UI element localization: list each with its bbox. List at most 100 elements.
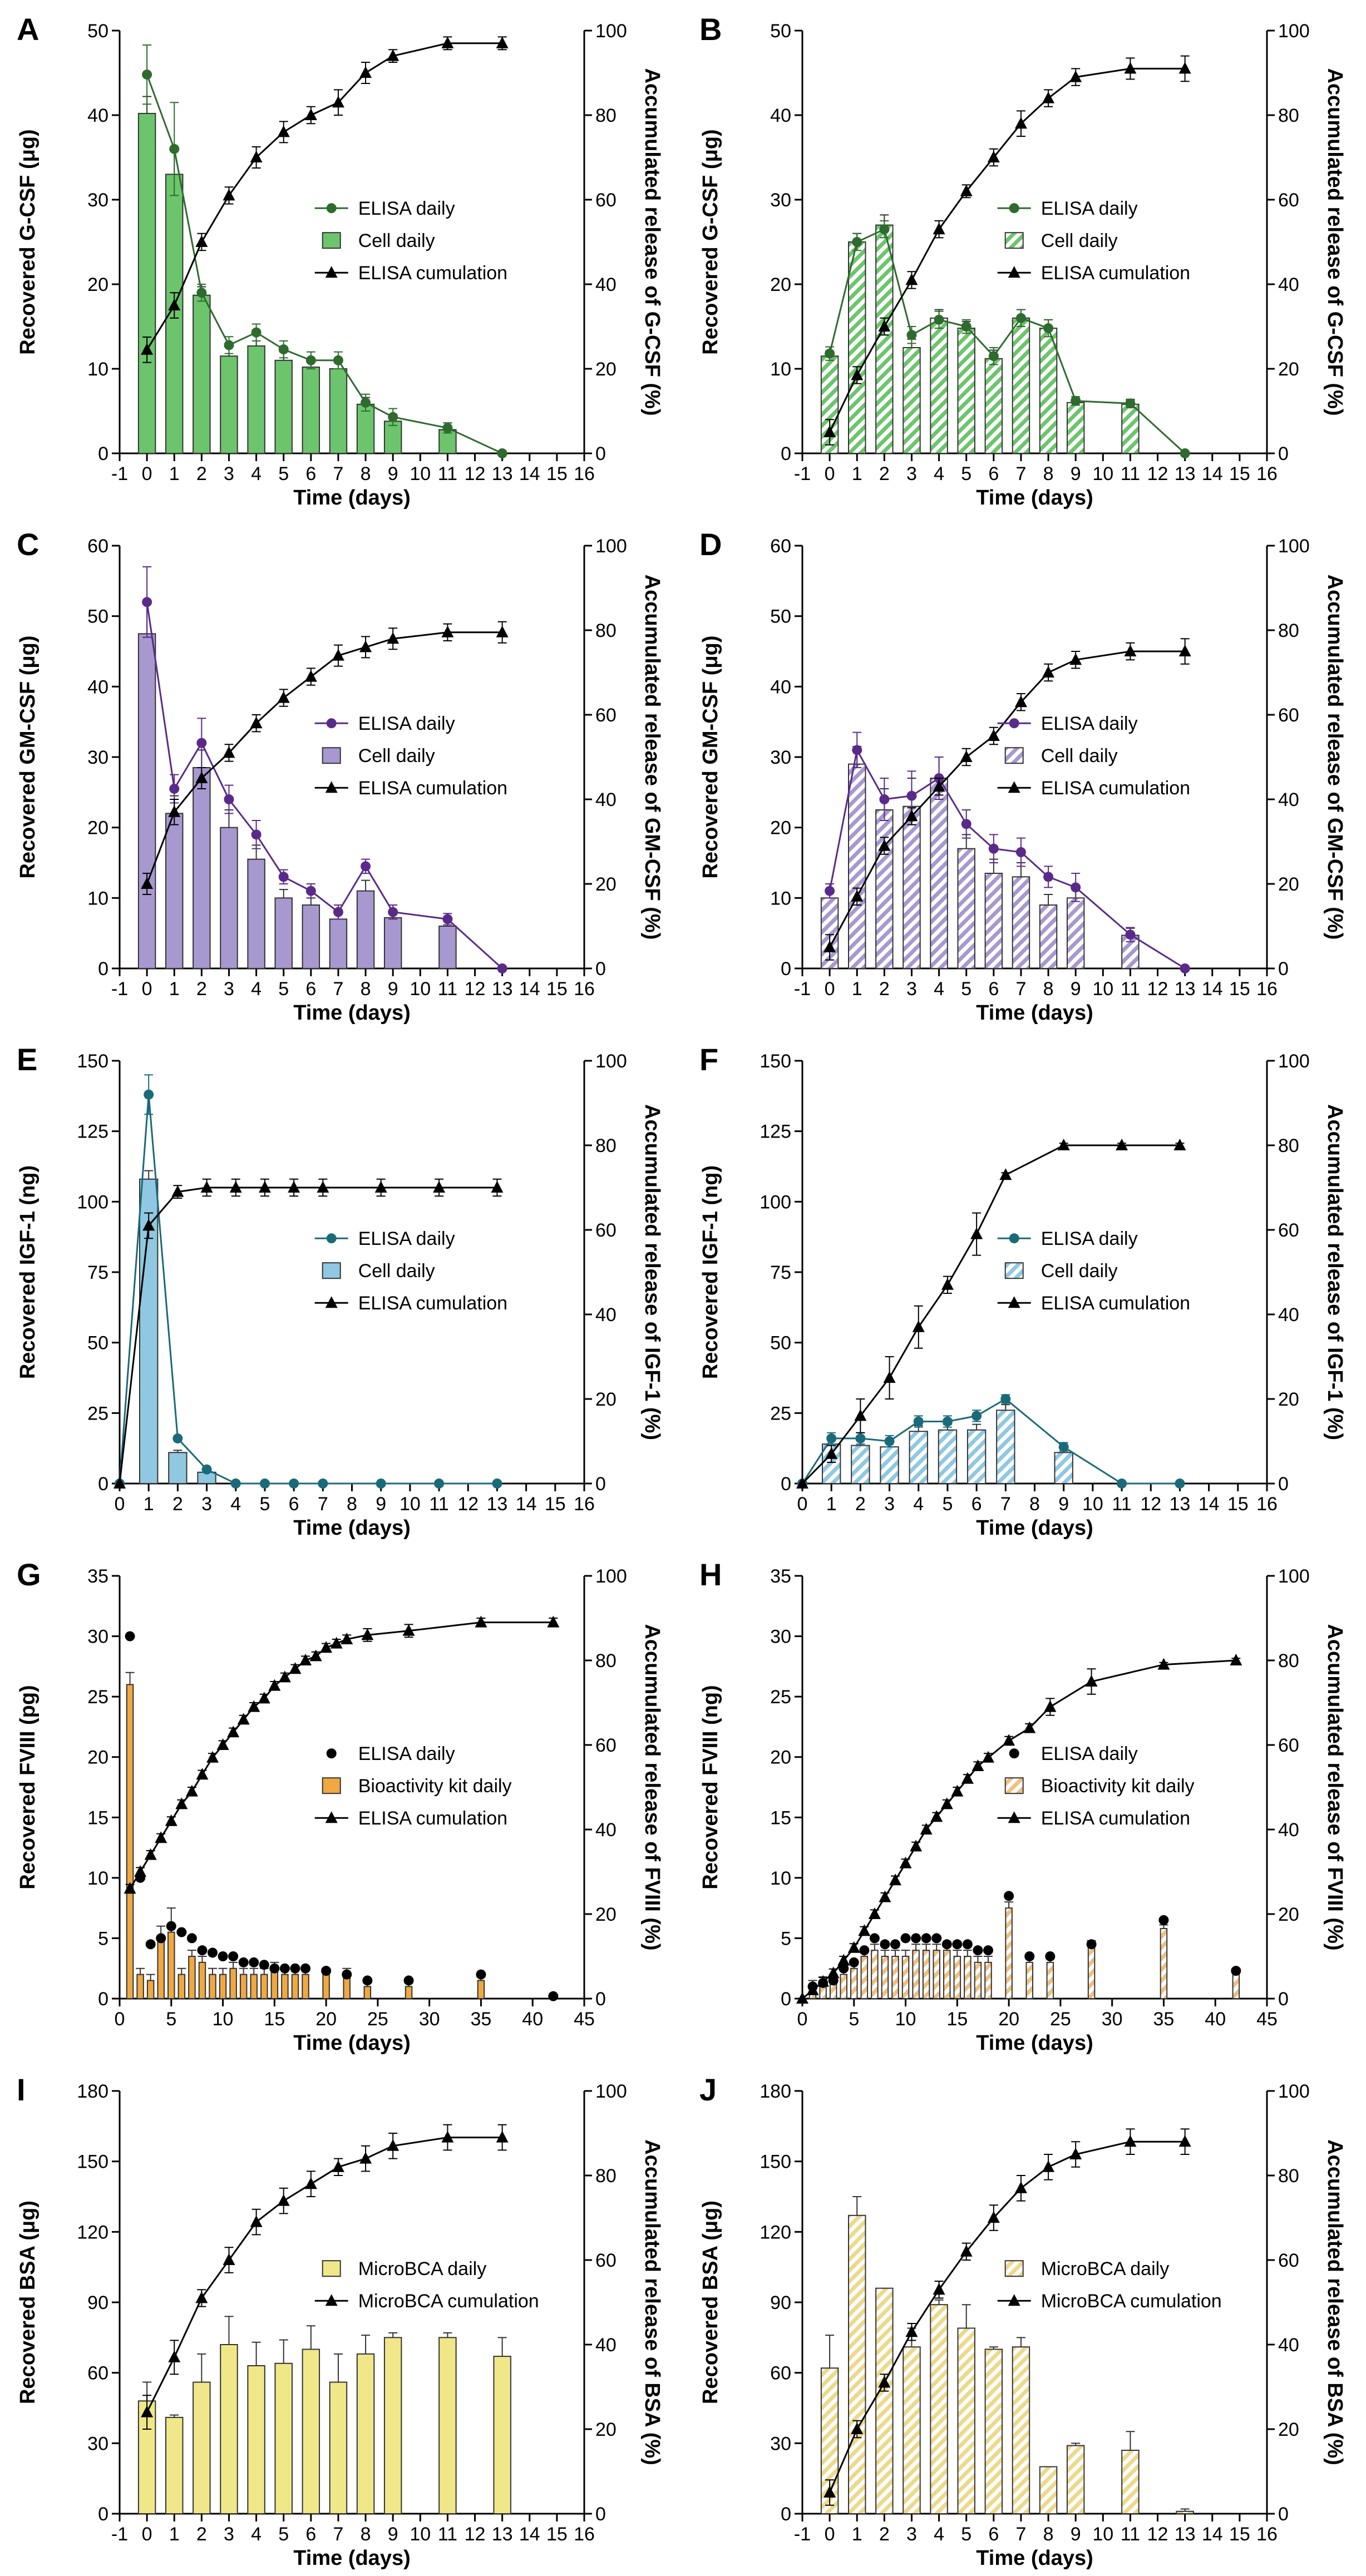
bar [996, 1410, 1015, 1484]
daily-point [1086, 1939, 1097, 1950]
daily-point [166, 1921, 176, 1931]
cumulative-point [361, 1628, 374, 1640]
cumulative-point [258, 1181, 271, 1193]
bar [302, 904, 320, 969]
cumulative-point [268, 1679, 281, 1691]
bar [840, 1974, 847, 2000]
bar [438, 2337, 457, 2515]
y2-tick-label: 40 [595, 1819, 617, 1841]
cumulative-point [825, 1447, 838, 1459]
cumulative-point [933, 223, 945, 235]
x-tick-label: 16 [574, 463, 595, 484]
bar [974, 1961, 982, 2000]
bar [1160, 1928, 1168, 1999]
y2-tick-label: 60 [1278, 1220, 1299, 1241]
bar [137, 112, 156, 454]
x-tick-label: 15 [1227, 1494, 1249, 1515]
daily-point [1180, 448, 1190, 458]
cumulative-point [168, 805, 181, 817]
daily-point [224, 794, 234, 804]
y-tick-label: 0 [781, 1474, 791, 1495]
legend-label: MicroBCA cumulation [1041, 2291, 1222, 2312]
y-tick-label: 30 [770, 2433, 791, 2454]
cumulative-point [387, 2139, 400, 2151]
daily-point [988, 351, 999, 362]
x-tick-label: 16 [1256, 2524, 1278, 2545]
daily-point [942, 1416, 953, 1427]
x-tick-label: 14 [1202, 978, 1223, 1000]
y-tick-label: 30 [87, 2433, 109, 2454]
x-tick-label: 12 [465, 463, 486, 484]
bar [329, 368, 348, 454]
cumulative-point [185, 1784, 198, 1797]
x-tick-label: 6 [305, 463, 316, 484]
daily-point [825, 348, 835, 359]
daily-point [1125, 398, 1136, 409]
bar [177, 1974, 186, 2000]
bar [1039, 904, 1058, 969]
bar [1176, 2510, 1194, 2515]
x-tick-label: 20 [998, 2009, 1019, 2030]
bar [405, 1986, 413, 1999]
legend-label: ELISA daily [1041, 713, 1138, 734]
x-tick-label: 11 [429, 1494, 448, 1515]
cumulative-point [496, 625, 509, 637]
y-tick-label: 150 [760, 1051, 791, 1072]
y2-tick-label: 100 [1278, 1051, 1310, 1072]
x-tick-label: 1 [169, 2524, 180, 2545]
bar [1005, 1907, 1013, 1999]
x-tick-label: 7 [333, 2524, 343, 2545]
daily-point [931, 1933, 942, 1944]
cumulative-point [200, 1181, 213, 1193]
y-tick-label: 40 [87, 676, 109, 698]
cumulative-point [304, 108, 317, 120]
x-tick-label: 30 [1102, 2009, 1123, 2030]
daily-point [362, 1975, 373, 1986]
legend-cum-marker [1008, 781, 1020, 793]
x-tick-label: 10 [400, 1494, 421, 1515]
daily-point [238, 1957, 249, 1967]
daily-point [196, 288, 207, 298]
cumulative-point [1003, 1734, 1015, 1746]
bar [984, 2348, 1003, 2514]
y2-tick-label: 60 [595, 705, 617, 726]
bar [198, 1961, 206, 2000]
legend-bar-swatch [1004, 1777, 1024, 1794]
bar [1066, 897, 1085, 970]
bar [1121, 2450, 1140, 2514]
x-tick-label: -1 [111, 2524, 128, 2545]
y-tick-label: 20 [770, 274, 791, 295]
bar [188, 1956, 196, 1999]
bar [383, 2337, 402, 2515]
y2-tick-label: 20 [595, 874, 617, 895]
x-tick-label: 15 [1229, 978, 1250, 1000]
bar [146, 1980, 155, 1999]
x-tick-label: 10 [1092, 463, 1113, 484]
legend-label: Cell daily [358, 230, 435, 251]
cumulative-point [1044, 1700, 1057, 1712]
daily-point [855, 1433, 866, 1443]
cumulative-point [250, 151, 263, 162]
y-tick-label: 30 [87, 190, 109, 211]
y2-tick-label: 40 [1278, 274, 1299, 295]
x-tick-label: 1 [826, 1494, 837, 1515]
y-tick-label: 50 [770, 1333, 791, 1354]
daily-point [1180, 963, 1190, 973]
cumulative-point [195, 2291, 208, 2303]
cumulative-point [229, 1181, 242, 1193]
legend-label: ELISA daily [358, 713, 455, 734]
y2-tick-label: 100 [595, 1051, 627, 1072]
x-tick-label: 7 [1015, 463, 1026, 484]
bar [383, 421, 402, 454]
daily-point [1071, 882, 1081, 893]
y2-tick-label: 80 [595, 1650, 617, 1672]
y-tick-label: 25 [770, 1687, 791, 1708]
x-tick-label: 7 [1000, 1494, 1011, 1515]
daily-point [1175, 1479, 1185, 1489]
x-tick-label: 3 [906, 463, 917, 484]
y-tick-label: 25 [87, 1687, 109, 1708]
y2-tick-label: 100 [1278, 536, 1310, 557]
cumulative-point [1023, 1721, 1036, 1733]
